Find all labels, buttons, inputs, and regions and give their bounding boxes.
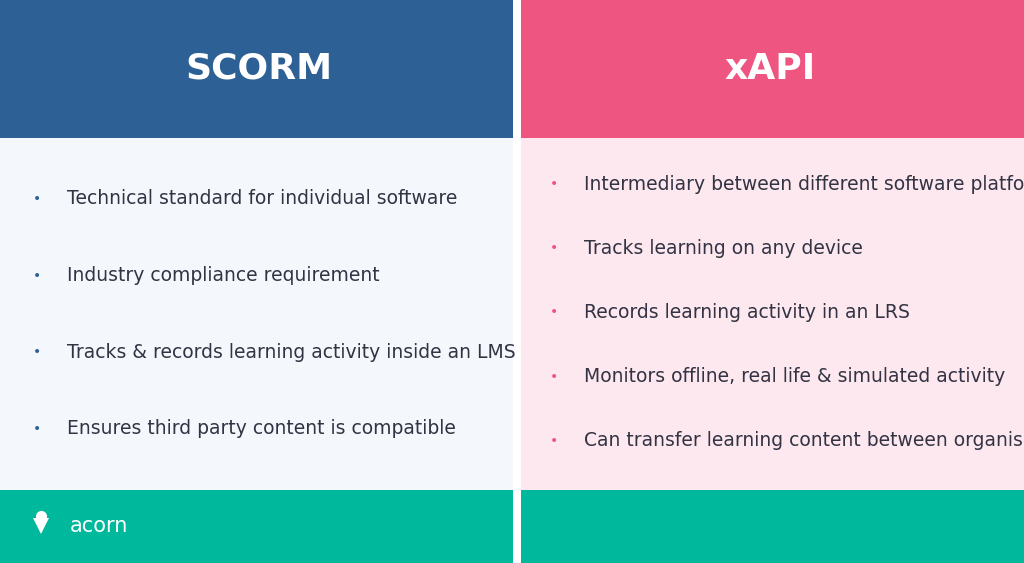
Text: •: • <box>33 192 41 206</box>
Text: Industry compliance requirement: Industry compliance requirement <box>67 266 379 285</box>
Text: •: • <box>550 370 558 383</box>
Text: •: • <box>33 269 41 283</box>
Text: Tracks learning on any device: Tracks learning on any device <box>584 239 862 258</box>
Text: •: • <box>550 177 558 191</box>
Text: •: • <box>550 306 558 319</box>
Text: Records learning activity in an LRS: Records learning activity in an LRS <box>584 303 909 322</box>
FancyBboxPatch shape <box>513 0 521 563</box>
Text: •: • <box>550 434 558 448</box>
Text: •: • <box>550 242 558 255</box>
Text: Monitors offline, real life & simulated activity: Monitors offline, real life & simulated … <box>584 367 1005 386</box>
Text: Intermediary between different software platforms: Intermediary between different software … <box>584 175 1024 194</box>
Text: Can transfer learning content between organisations: Can transfer learning content between or… <box>584 431 1024 450</box>
Text: Ensures third party content is compatible: Ensures third party content is compatibl… <box>67 419 456 439</box>
FancyBboxPatch shape <box>517 0 1024 138</box>
Text: Technical standard for individual software: Technical standard for individual softwa… <box>67 189 457 208</box>
Text: acorn: acorn <box>70 516 128 537</box>
Text: SCORM: SCORM <box>185 52 332 86</box>
Text: •: • <box>33 422 41 436</box>
Text: •: • <box>33 345 41 359</box>
FancyBboxPatch shape <box>0 0 517 138</box>
FancyBboxPatch shape <box>0 138 517 490</box>
FancyBboxPatch shape <box>0 490 1024 563</box>
Text: xAPI: xAPI <box>725 52 816 86</box>
Text: Tracks & records learning activity inside an LMS: Tracks & records learning activity insid… <box>67 343 515 361</box>
FancyBboxPatch shape <box>517 138 1024 490</box>
